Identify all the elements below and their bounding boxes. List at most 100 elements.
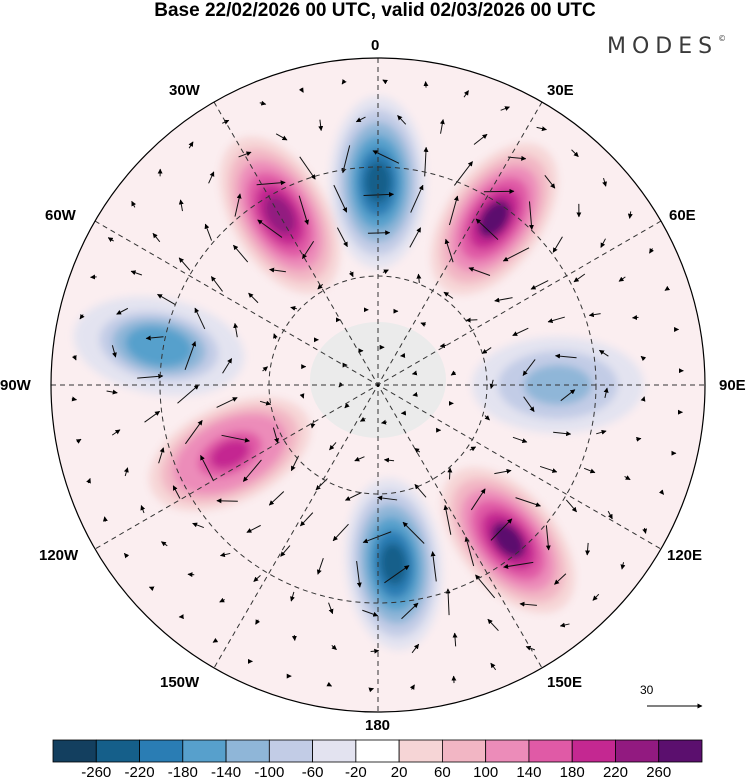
wind-vector bbox=[123, 467, 129, 477]
wind-vector bbox=[600, 238, 606, 248]
brand-name: MODES bbox=[607, 34, 719, 59]
wind-vector bbox=[253, 575, 261, 582]
wind-vector bbox=[71, 354, 77, 361]
colorbar-label: -140 bbox=[211, 764, 242, 781]
wind-vector bbox=[401, 602, 419, 620]
wind-vector bbox=[178, 257, 191, 271]
wind-vector bbox=[219, 597, 225, 603]
wind-vector bbox=[130, 270, 143, 276]
wind-vector bbox=[443, 504, 452, 535]
label-120w: 120W bbox=[39, 547, 79, 564]
wind-vector bbox=[443, 291, 454, 299]
wind-vector bbox=[216, 397, 238, 408]
wind-vector bbox=[86, 477, 91, 484]
wind-vector bbox=[328, 602, 334, 615]
wind-vector bbox=[333, 184, 348, 213]
wind-vector bbox=[316, 558, 324, 575]
colorbar-swatch bbox=[398, 739, 443, 763]
wind-vector bbox=[208, 171, 215, 184]
wind-vector bbox=[571, 149, 579, 157]
wind-vector bbox=[310, 420, 316, 429]
wind-vector bbox=[452, 632, 458, 647]
wind-vector bbox=[377, 495, 398, 501]
wind-vector bbox=[522, 359, 536, 376]
modes-logo: MODES© bbox=[607, 34, 726, 59]
wind-vector bbox=[157, 293, 176, 306]
colorbar-labels: -260 -220 -180 -140 -100 -60 -20 20 60 100 140 180 2… bbox=[0, 764, 750, 782]
wind-vector bbox=[148, 586, 155, 592]
wind-vectors bbox=[71, 79, 684, 693]
wind-vector bbox=[447, 467, 453, 480]
wind-vector bbox=[210, 276, 223, 292]
wind-vector bbox=[552, 236, 563, 253]
wind-vector bbox=[291, 634, 297, 641]
wind-vector bbox=[487, 618, 499, 632]
wind-vector bbox=[423, 146, 429, 177]
wind-vector bbox=[280, 545, 291, 557]
colorbar-label: 140 bbox=[516, 764, 542, 781]
label-90e: 90E bbox=[719, 377, 746, 394]
wind-vector bbox=[318, 119, 324, 132]
label-150e: 150E bbox=[547, 674, 583, 691]
colorbar-swatch bbox=[268, 739, 314, 763]
colorbar-swatch bbox=[571, 739, 616, 763]
wind-vector bbox=[332, 523, 349, 542]
label-30e: 30E bbox=[547, 82, 574, 99]
anomaly-field bbox=[73, 96, 644, 650]
wind-vector bbox=[362, 609, 379, 617]
colorbar-label: -20 bbox=[345, 764, 367, 781]
wind-vector bbox=[618, 276, 626, 282]
wind-vector bbox=[262, 366, 268, 372]
reference-vector-label: 30 bbox=[640, 683, 654, 697]
wind-vector bbox=[528, 201, 534, 230]
wind-vector bbox=[233, 244, 249, 263]
wind-vector bbox=[356, 560, 362, 588]
wind-vector bbox=[607, 510, 613, 520]
wind-vector bbox=[269, 267, 286, 273]
wind-vector bbox=[523, 396, 535, 412]
wind-vector bbox=[246, 524, 261, 533]
wind-vector bbox=[152, 232, 161, 243]
wind-vector bbox=[200, 455, 215, 482]
anomaly-contour bbox=[380, 543, 407, 586]
wind-vector bbox=[298, 87, 304, 93]
wind-vector bbox=[248, 292, 259, 304]
wind-vector bbox=[585, 542, 591, 556]
wind-vector bbox=[348, 271, 354, 278]
colorbar-label: 180 bbox=[559, 764, 585, 781]
wind-vector bbox=[354, 456, 365, 462]
wind-vector bbox=[439, 343, 447, 349]
wind-vector bbox=[624, 475, 631, 481]
wind-vector bbox=[554, 353, 577, 359]
colorbar-label: -100 bbox=[254, 764, 285, 781]
wind-vector bbox=[603, 387, 609, 398]
label-90w: 90W bbox=[0, 377, 31, 394]
wind-vector bbox=[79, 313, 85, 320]
colorbar-swatch bbox=[485, 739, 530, 763]
wind-vector bbox=[620, 562, 626, 570]
wind-vector bbox=[475, 218, 499, 240]
wind-vector bbox=[290, 591, 295, 602]
wind-vector bbox=[178, 199, 184, 212]
wind-vector bbox=[640, 355, 647, 362]
wind-vector bbox=[412, 391, 418, 397]
wind-vector bbox=[384, 565, 410, 584]
wind-vector bbox=[502, 247, 530, 262]
wind-vector bbox=[177, 384, 200, 404]
wind-vector bbox=[355, 116, 366, 123]
wind-vector bbox=[238, 151, 252, 158]
wind-vector bbox=[368, 687, 374, 693]
wind-vector bbox=[111, 429, 121, 436]
wind-vector bbox=[450, 370, 457, 376]
wind-vector bbox=[185, 420, 203, 445]
wind-vector bbox=[481, 347, 492, 354]
pole-marker: • bbox=[376, 381, 380, 392]
wind-vector bbox=[256, 180, 286, 186]
antarctica-landmass bbox=[310, 322, 446, 438]
wind-vector bbox=[409, 227, 422, 248]
anomaly-contour bbox=[210, 439, 250, 469]
wind-vector bbox=[494, 468, 512, 475]
wind-vector bbox=[402, 521, 425, 544]
wind-vector bbox=[512, 327, 529, 336]
